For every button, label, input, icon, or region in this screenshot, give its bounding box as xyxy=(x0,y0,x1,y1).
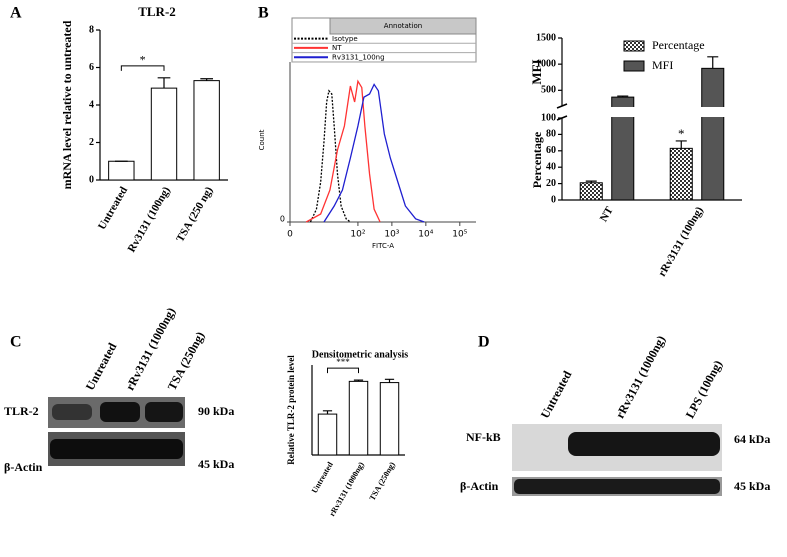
annotation: * xyxy=(678,126,685,141)
row-label: TLR-2 xyxy=(4,404,39,418)
y-axis-label: mRNA level relative to untreated xyxy=(60,20,74,189)
x-tick-label: TSA (250 ng) xyxy=(174,184,215,244)
axis-break xyxy=(556,107,742,117)
significance-bracket xyxy=(120,65,165,71)
x-tick-label: 10⁵ xyxy=(452,230,467,240)
x-tick-label: 10² xyxy=(350,230,365,240)
panel-label: C xyxy=(10,334,22,351)
error-bar xyxy=(617,95,629,98)
size-label: 45 kDa xyxy=(198,457,234,471)
x-tick-label: Untreated xyxy=(310,460,335,495)
break-mark xyxy=(556,115,568,121)
x-tick-label: rRv3131 (1000ng) xyxy=(327,460,366,518)
y-tick-label: 100 xyxy=(541,112,556,123)
y-tick-label: 0 xyxy=(89,174,94,185)
y-tick-label: 500 xyxy=(541,85,556,96)
panel-label: B xyxy=(258,5,269,22)
y-tick-label: 2 xyxy=(89,137,94,148)
y-tick-label: 0 xyxy=(280,215,285,224)
y-tick-label: 8 xyxy=(89,24,94,35)
error-bar xyxy=(200,78,214,81)
x-tick-label: 10⁴ xyxy=(418,230,433,240)
significance-bracket xyxy=(327,367,359,374)
x-tick-label: 10³ xyxy=(384,230,399,240)
lane-label: LPS (100ng) xyxy=(683,358,725,421)
legend-label: Isotype xyxy=(332,35,358,43)
x-tick-label: Rv3131 (100ng) xyxy=(126,184,173,254)
bar xyxy=(379,382,400,456)
legend-label: Rv3131_100ng xyxy=(332,53,385,61)
break-mark xyxy=(556,103,568,109)
bar xyxy=(348,380,369,456)
histogram-line xyxy=(323,83,425,223)
annotation: *** xyxy=(336,357,350,367)
histogram-line xyxy=(309,89,351,223)
y-tick-label: 1000 xyxy=(536,58,556,69)
y-tick-label: 6 xyxy=(89,62,94,73)
legend-label: Percentage xyxy=(652,38,705,52)
row-label: NF-kB xyxy=(466,430,501,444)
bar xyxy=(317,413,338,456)
x-tick-label: NT xyxy=(598,204,616,224)
error-bar xyxy=(353,379,364,382)
error-bar xyxy=(585,180,597,183)
x-tick-label: 0 xyxy=(287,230,293,240)
error-bar xyxy=(322,410,333,415)
legend-title: Annotation xyxy=(384,22,422,30)
y-tick-label: 4 xyxy=(89,99,94,110)
lane-label: Untreated xyxy=(83,340,120,393)
annotation: * xyxy=(140,53,146,67)
blot-c xyxy=(48,397,185,466)
x-axis-label: FITC-A xyxy=(372,242,394,250)
legend-label: MFI xyxy=(652,58,673,72)
y-axis-label: Relative TLR-2 protein level xyxy=(286,355,296,465)
error-bar xyxy=(384,378,395,383)
bar xyxy=(150,87,178,181)
y-axis-label: Count xyxy=(258,129,266,150)
size-label: 90 kDa xyxy=(198,404,234,418)
legend-header xyxy=(329,17,477,35)
blot-d xyxy=(512,424,722,496)
legend-swatch xyxy=(623,40,645,52)
legend-label: NT xyxy=(332,44,342,52)
x-tick-label: TSA (250ng) xyxy=(368,460,397,502)
error-bar xyxy=(157,77,171,89)
chart-title: Densitometric analysis xyxy=(312,349,408,360)
y-tick-label: 80 xyxy=(546,129,556,140)
bar xyxy=(669,147,693,201)
y-axis-label: Percentage xyxy=(530,131,544,188)
size-label: 64 kDa xyxy=(734,432,770,446)
y-tick-label: 20 xyxy=(546,178,556,189)
error-bar xyxy=(707,56,719,69)
panel-label: A xyxy=(10,5,22,22)
bar xyxy=(193,80,220,181)
lane-label: TSA (250ng) xyxy=(165,329,208,392)
y-tick-label: 40 xyxy=(546,161,556,172)
x-tick-label: rRv3131 (100ng) xyxy=(656,204,706,278)
y-tick-label: 60 xyxy=(546,145,556,156)
histogram-line xyxy=(305,79,381,223)
bar xyxy=(108,160,135,181)
lane-label: rRv3131 (1000ng) xyxy=(613,333,668,421)
lane-label: Untreated xyxy=(538,368,575,421)
panel-label: D xyxy=(478,334,490,351)
y-tick-label: 0 xyxy=(551,194,556,205)
y-tick-label: 1500 xyxy=(536,32,556,43)
y2-axis-label: MFI xyxy=(529,59,544,84)
x-tick-label: Untreated xyxy=(96,185,130,232)
chart-title: TLR-2 xyxy=(138,4,176,19)
row-label: β-Actin xyxy=(460,479,499,493)
bar xyxy=(579,182,603,201)
row-label: β-Actin xyxy=(4,460,43,474)
bar xyxy=(701,67,725,201)
size-label: 45 kDa xyxy=(734,479,770,493)
error-bar xyxy=(675,140,687,149)
legend-swatch xyxy=(623,60,645,72)
